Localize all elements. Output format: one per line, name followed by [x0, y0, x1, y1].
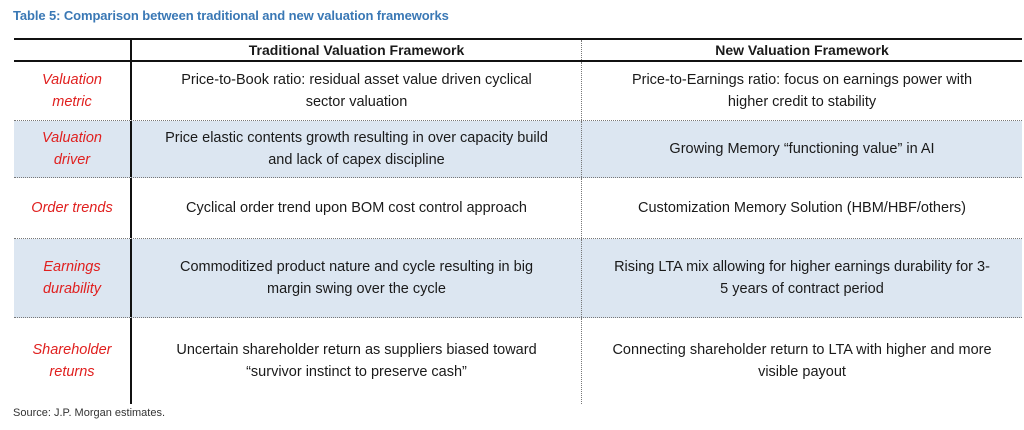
- cell-line: Rising LTA mix allowing for higher earni…: [614, 259, 990, 275]
- cell-line: Commoditized product nature and cycle re…: [179, 259, 534, 275]
- cell-line: Price-to-Earnings ratio: focus on earnin…: [631, 72, 973, 88]
- header-new: New Valuation Framework: [715, 42, 889, 58]
- row-label: Earnings durability: [14, 239, 132, 317]
- new-cell: Price-to-Earnings ratio: focus on earnin…: [582, 62, 1022, 120]
- table-title: Table 5: Comparison between traditional …: [13, 8, 449, 23]
- table-row: Shareholder returns Uncertain shareholde…: [14, 318, 1022, 404]
- table-row: Order trends Cyclical order trend upon B…: [14, 178, 1022, 239]
- traditional-cell: Uncertain shareholder return as supplier…: [132, 318, 582, 404]
- cell-line: Growing Memory “functioning value” in AI: [669, 141, 935, 157]
- row-label-line: returns: [49, 364, 95, 380]
- new-cell: Customization Memory Solution (HBM/HBF/o…: [582, 178, 1022, 238]
- header-empty-cell: [14, 40, 132, 60]
- traditional-cell: Cyclical order trend upon BOM cost contr…: [132, 178, 582, 238]
- cell-line: 5 years of contract period: [720, 281, 884, 297]
- table-row: Earnings durability Commoditized product…: [14, 239, 1022, 318]
- cell-line: Price elastic contents growth resulting …: [165, 130, 548, 146]
- header-traditional: Traditional Valuation Framework: [132, 40, 582, 60]
- cell-line: Connecting shareholder return to LTA wit…: [612, 342, 992, 358]
- traditional-cell: Price-to-Book ratio: residual asset valu…: [132, 62, 582, 120]
- row-label-line: driver: [53, 152, 91, 168]
- row-label: Valuation driver: [14, 121, 132, 177]
- table-row: Valuation metric Price-to-Book ratio: re…: [14, 62, 1022, 121]
- new-cell: Rising LTA mix allowing for higher earni…: [582, 239, 1022, 317]
- row-label: Order trends: [14, 178, 132, 238]
- row-label: Shareholder returns: [14, 318, 132, 404]
- row-label-line: Valuation: [42, 72, 102, 88]
- cell-line: Price-to-Book ratio: residual asset valu…: [181, 72, 532, 88]
- table-row: Valuation driver Price elastic contents …: [14, 121, 1022, 178]
- row-label-line: durability: [42, 281, 102, 297]
- row-label-line: Shareholder: [32, 342, 112, 358]
- cell-line: Uncertain shareholder return as supplier…: [176, 342, 537, 358]
- cell-line: Cyclical order trend upon BOM cost contr…: [186, 200, 527, 216]
- cell-line: “survivor instinct to preserve cash”: [246, 364, 467, 380]
- cell-line: sector valuation: [305, 94, 408, 110]
- row-label: Valuation metric: [14, 62, 132, 120]
- traditional-cell: Price elastic contents growth resulting …: [132, 121, 582, 177]
- cell-line: higher credit to stability: [727, 94, 877, 110]
- row-label-line: Order trends: [31, 200, 113, 216]
- cell-line: visible payout: [758, 364, 846, 380]
- source-note: Source: J.P. Morgan estimates.: [13, 407, 166, 419]
- row-label-line: Valuation: [42, 130, 102, 146]
- row-label-line: metric: [52, 94, 92, 110]
- comparison-table: Traditional Valuation Framework New Valu…: [14, 38, 1022, 404]
- new-cell: Connecting shareholder return to LTA wit…: [582, 318, 1022, 404]
- new-cell: Growing Memory “functioning value” in AI: [582, 121, 1022, 177]
- row-label-line: Earnings: [43, 259, 101, 275]
- traditional-cell: Commoditized product nature and cycle re…: [132, 239, 582, 317]
- table-header-row: Traditional Valuation Framework New Valu…: [14, 40, 1022, 62]
- cell-line: margin swing over the cycle: [267, 281, 446, 297]
- cell-line: and lack of capex discipline: [268, 152, 445, 168]
- cell-line: Customization Memory Solution (HBM/HBF/o…: [638, 200, 966, 216]
